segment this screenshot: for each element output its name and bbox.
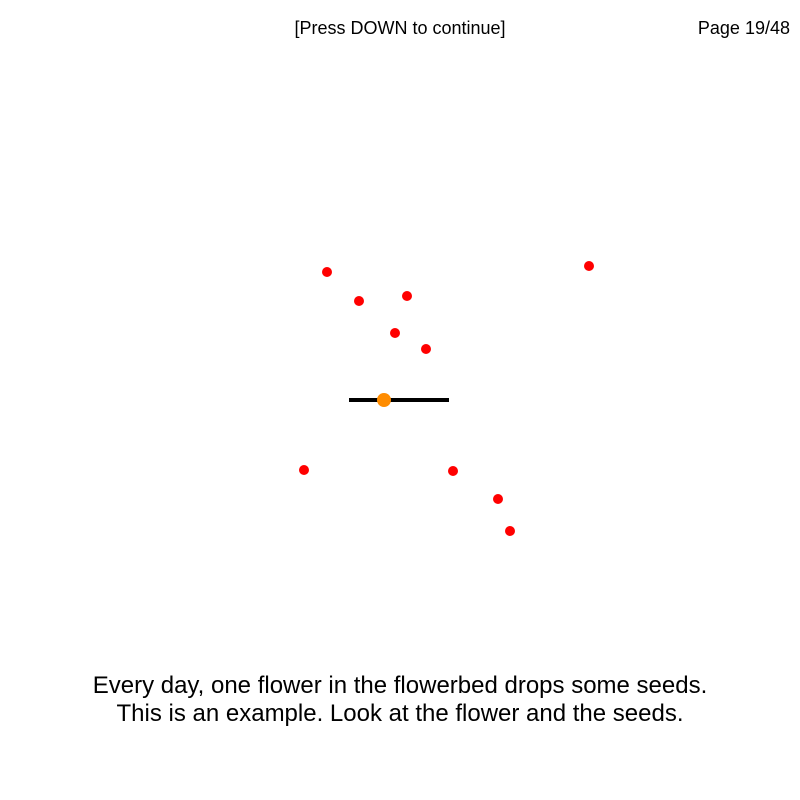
seed-dot <box>448 466 458 476</box>
flower-dot <box>377 393 391 407</box>
seed-dot <box>421 344 431 354</box>
seed-dot <box>493 494 503 504</box>
seed-dot <box>354 296 364 306</box>
seed-dot <box>322 267 332 277</box>
seed-dot <box>505 526 515 536</box>
seeds-group <box>299 261 594 536</box>
seed-dot <box>390 328 400 338</box>
seed-dot <box>299 465 309 475</box>
page-counter: Page 19/48 <box>697 18 790 38</box>
continue-prompt: [Press DOWN to continue] <box>294 18 506 38</box>
instructions-text: Every day, one flower in the flowerbed d… <box>40 672 760 728</box>
instructions-line-1: Every day, one flower in the flowerbed d… <box>92 672 708 699</box>
seed-dot <box>402 291 412 301</box>
instructions-line-2: This is an example. Look at the flower a… <box>116 700 684 727</box>
seed-dot <box>584 261 594 271</box>
